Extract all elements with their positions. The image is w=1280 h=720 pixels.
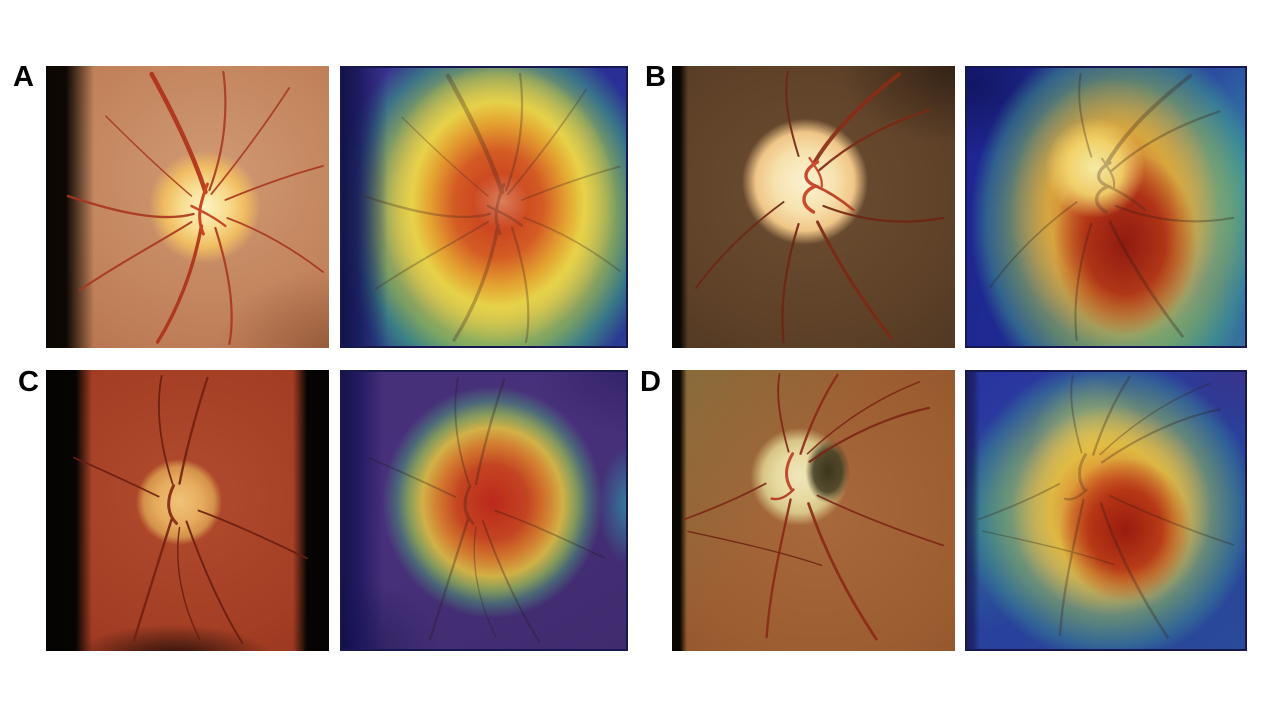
fundus-photo-B	[672, 66, 955, 348]
gradcam-heatmap-B	[965, 66, 1247, 348]
retinal-vessels-C-overlay	[368, 376, 606, 643]
panel-label-D: D	[640, 366, 661, 398]
retinal-vessels-B	[693, 70, 946, 344]
gradcam-heatmap-C	[340, 370, 628, 651]
retinal-vessels-D	[682, 372, 945, 641]
fundus-photo-C	[46, 370, 329, 651]
panel-label-B: B	[645, 61, 666, 93]
retinal-vessels-B-overlay	[988, 71, 1236, 343]
panel-label-C: C	[18, 366, 39, 398]
retinal-vessels-A	[46, 66, 329, 348]
fundus-photo-A	[46, 66, 329, 348]
retinal-vessels-A-overlay	[342, 68, 626, 346]
panel-label-A: A	[13, 61, 34, 93]
gradcam-heatmap-D	[965, 370, 1247, 651]
gradcam-heatmap-A	[340, 66, 628, 348]
retinal-vessels-C	[72, 374, 309, 645]
fundus-photo-D	[672, 370, 955, 651]
retinal-vessels-D-overlay	[977, 374, 1235, 639]
